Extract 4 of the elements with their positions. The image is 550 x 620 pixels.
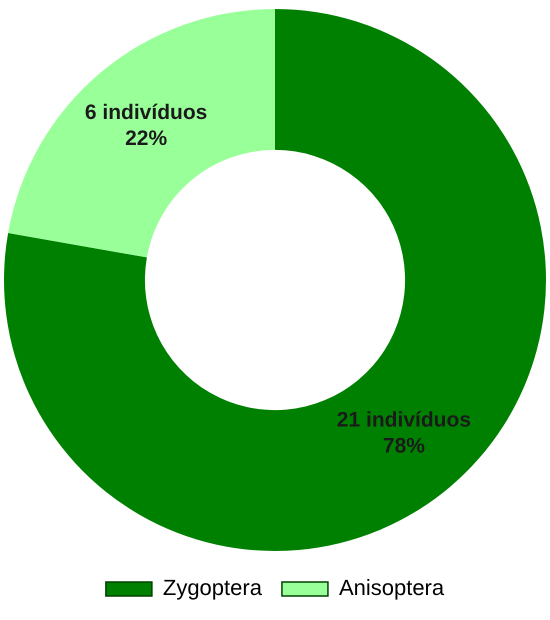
legend-label: Zygoptera [162,575,263,600]
data-label: 6 indivíduos 22% [84,101,208,150]
data-label: 21 indivíduos 78% [336,408,472,458]
legend-label: Anisoptera [338,575,445,600]
